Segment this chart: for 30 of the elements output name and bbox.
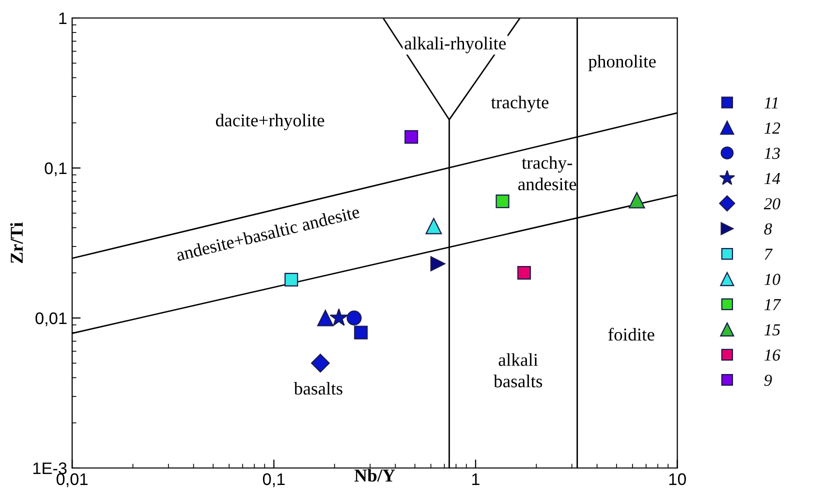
annotation: trachy- andesite (518, 156, 576, 190)
x-tick-label: 0,01 (56, 473, 88, 488)
annotation: basalts (294, 382, 342, 395)
x-tick-label: 0,1 (262, 473, 285, 488)
legend-label: 10 (764, 274, 780, 286)
annotation: alkali-rhyolite (404, 36, 506, 54)
annotation: foidite (608, 328, 654, 341)
legend-label: 14 (764, 173, 780, 184)
legend-label: 7 (764, 248, 773, 260)
annotation: phonolite (588, 54, 656, 72)
y-tick-label: 0,01 (36, 312, 66, 326)
y-axis-title: Zr/Ti (10, 222, 23, 264)
legend-label: 20 (764, 198, 780, 210)
annotation: trachyte (491, 96, 548, 112)
y-tick-label: 1 (59, 12, 66, 24)
legend-label: 11 (764, 97, 778, 108)
legend-label: 15 (764, 324, 780, 336)
x-tick-label: 10 (669, 473, 686, 486)
y-tick-label: 1E-3 (33, 462, 67, 474)
legend-label: 16 (764, 349, 780, 361)
annotation: alkali basalts (494, 353, 542, 388)
legend-label: 17 (764, 299, 782, 310)
x-tick-label: 1 (472, 473, 480, 485)
legend-label: 12 (764, 122, 780, 134)
x-axis-title: Nb/Y (354, 468, 395, 482)
annotation: dacite+rhyolite (216, 114, 324, 130)
y-tick-label: 0,1 (44, 162, 66, 176)
legend-label: 9 (764, 374, 772, 386)
legend-label: 8 (764, 223, 772, 235)
legend-label: 13 (764, 148, 780, 159)
